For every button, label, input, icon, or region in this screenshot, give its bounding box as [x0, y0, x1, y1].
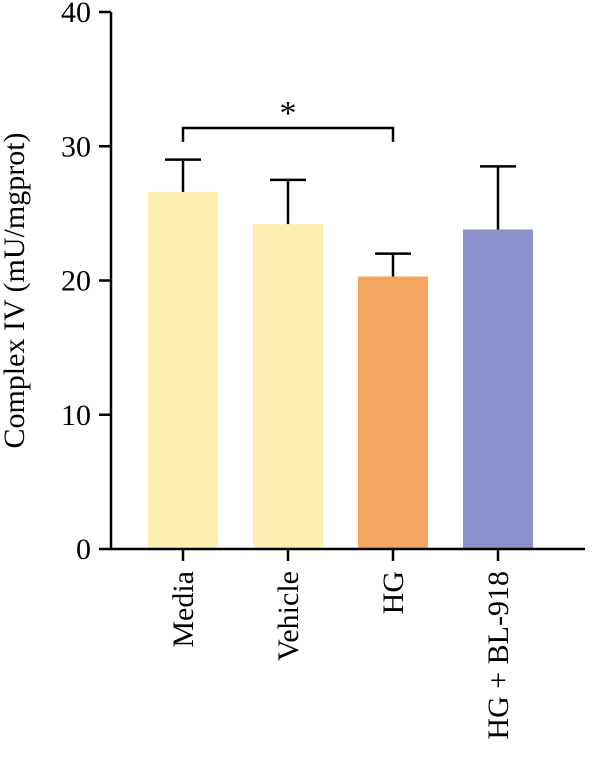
significance-layer: * [181, 95, 395, 142]
bar-media [148, 191, 218, 549]
x-category-label: HG [377, 571, 410, 614]
x-category-label: HG + BL-918 [482, 571, 515, 740]
labels-layer: 0 10 20 30 40 Media Vehicle HG HG + BL-918 Comple… [0, 0, 515, 740]
bar-hg-bl-918 [463, 229, 533, 550]
significance-label: * [280, 95, 297, 132]
x-category-label: Vehicle [272, 571, 305, 661]
y-tick-label: 0 [76, 533, 91, 566]
bar-vehicle [253, 224, 323, 550]
bar-hg [358, 276, 428, 549]
significance-bracket [181, 126, 395, 142]
x-category-label: Media [167, 571, 200, 648]
axes-layer [99, 10, 585, 561]
bars-layer [148, 191, 533, 550]
y-axis-title: Complex IV (mU/mgprot) [0, 132, 31, 448]
y-tick-label: 20 [61, 265, 91, 298]
error-bars-layer [165, 158, 516, 277]
y-tick-label: 30 [61, 130, 91, 163]
y-tick-label: 10 [61, 399, 91, 432]
y-tick-label: 40 [61, 0, 91, 29]
